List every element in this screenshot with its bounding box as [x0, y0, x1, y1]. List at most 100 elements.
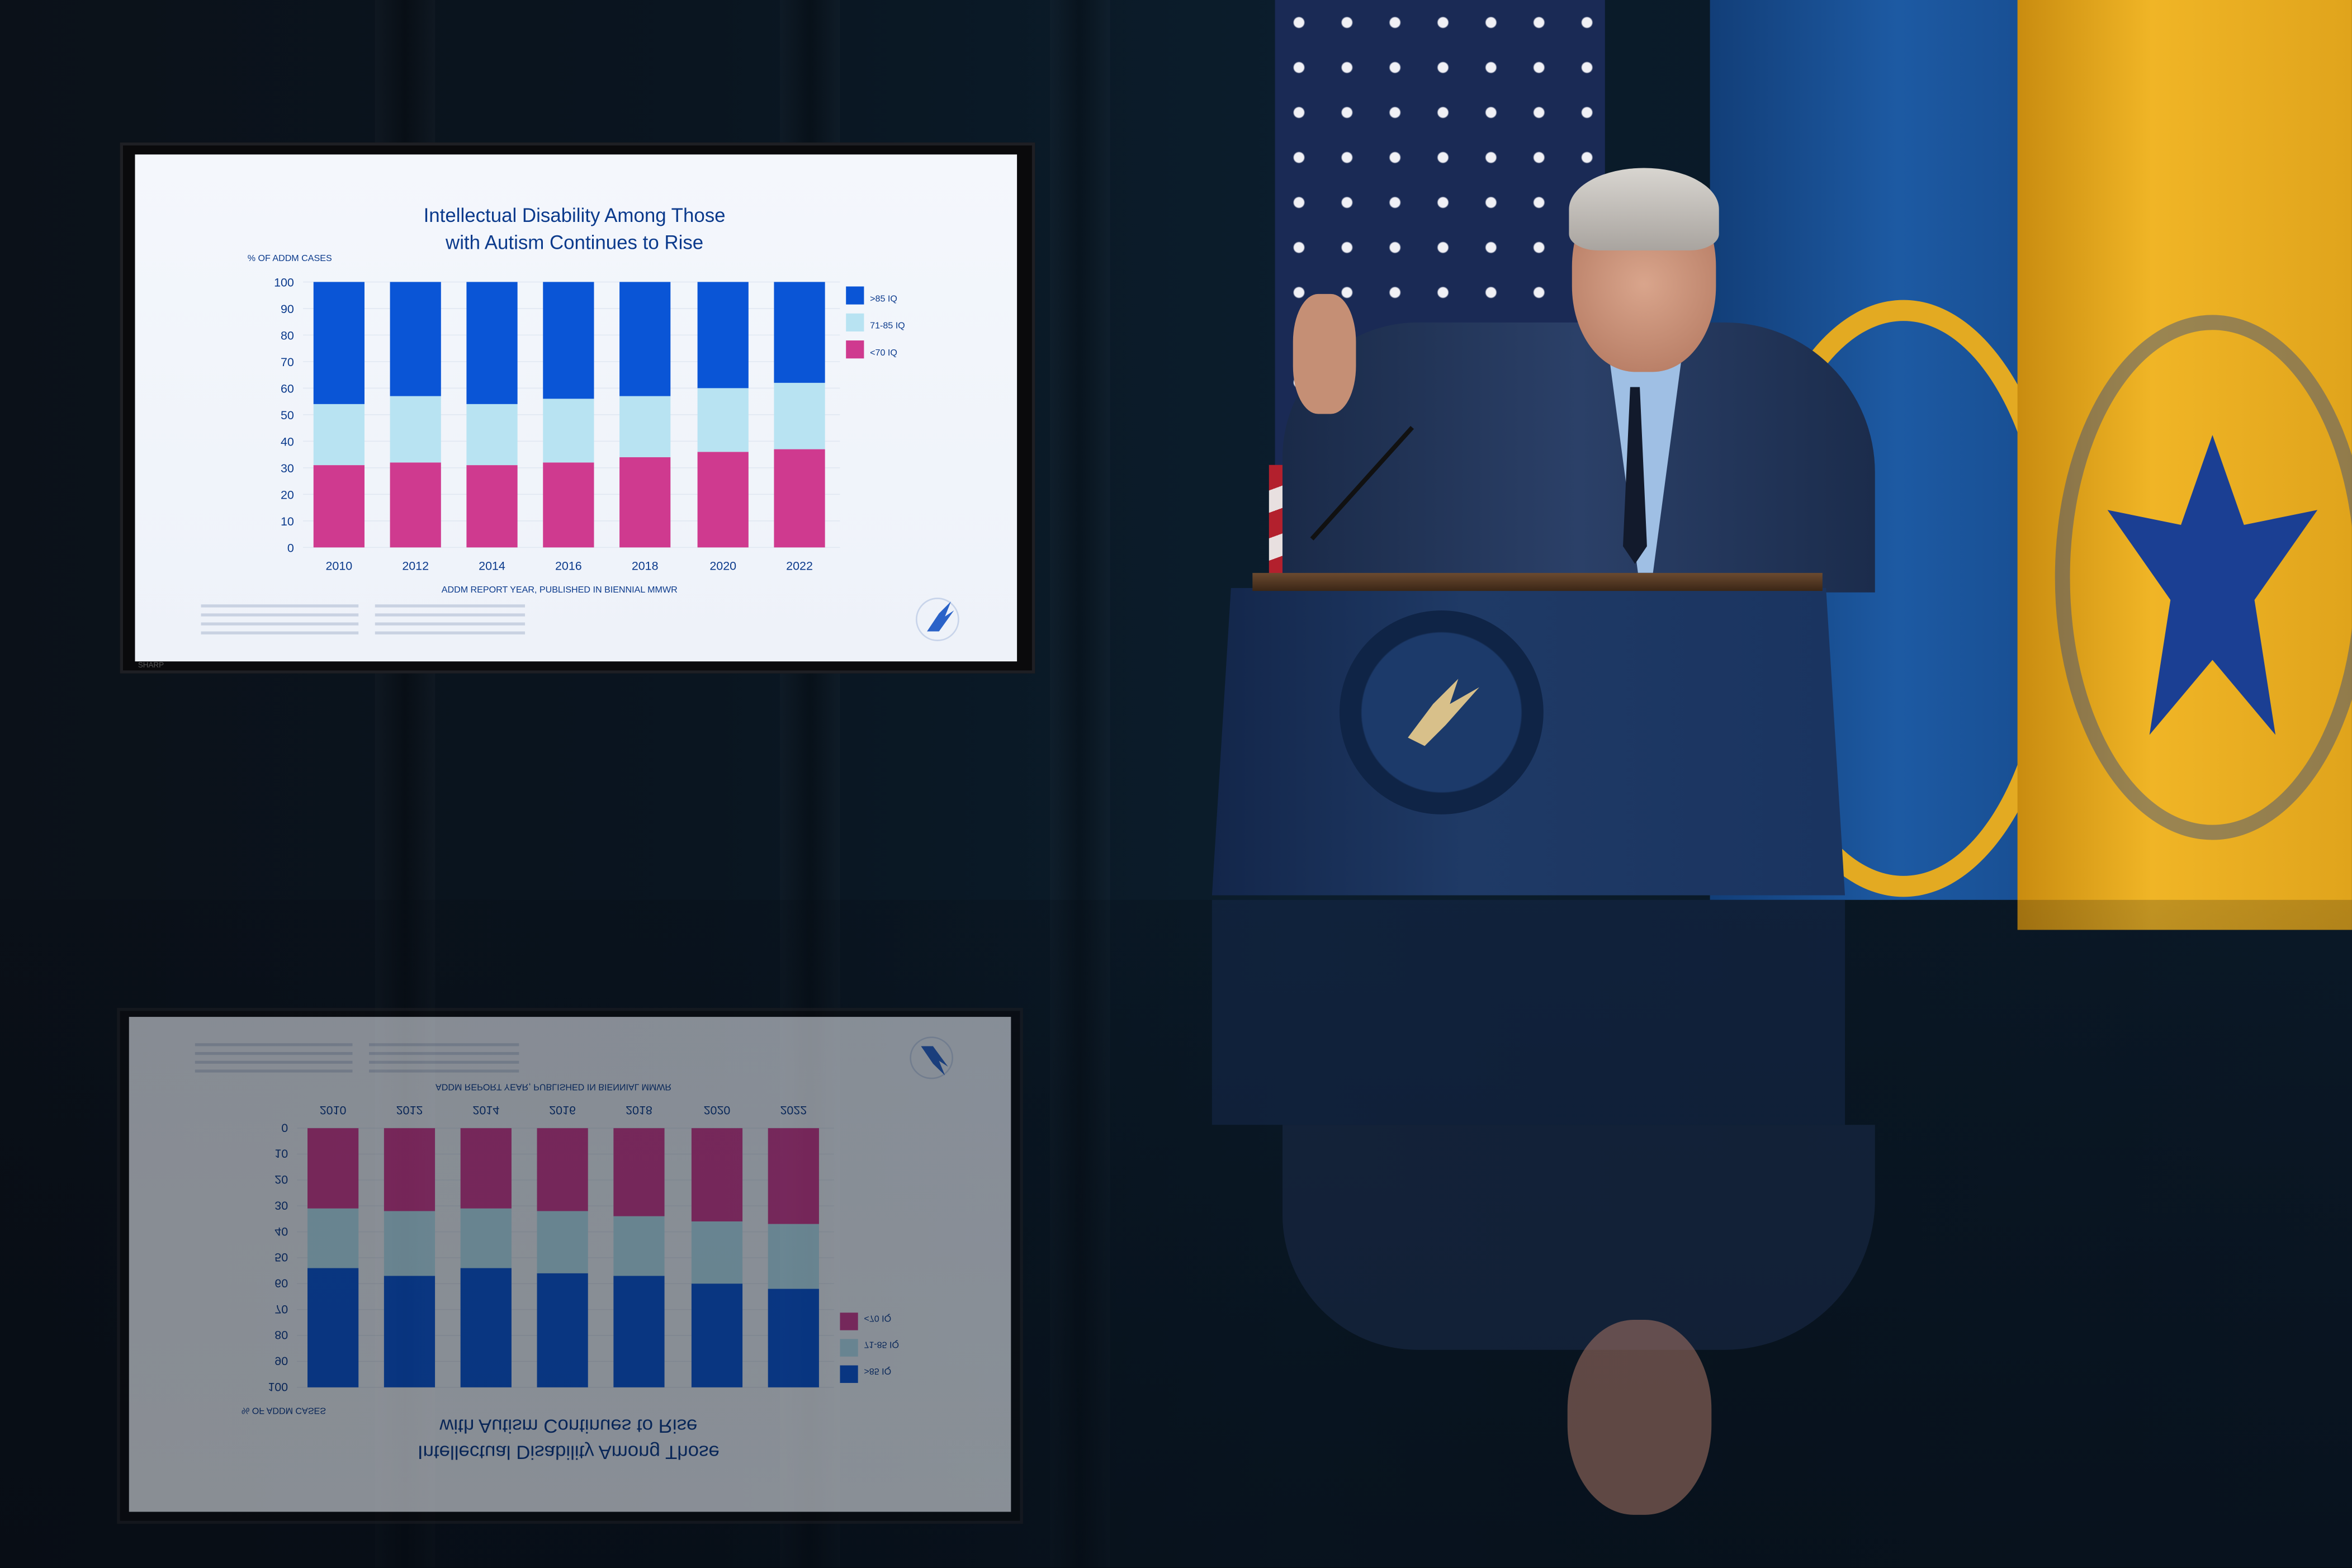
bar-segment	[537, 1128, 588, 1211]
tv-screen-reflection: Intellectual Disability Among Those with …	[129, 1017, 1011, 1512]
tv-monitor: Intellectual Disability Among Those with …	[120, 142, 1035, 674]
chart-title: Intellectual Disability Among Those	[424, 205, 726, 226]
legend-label: <70 IQ	[864, 1313, 891, 1323]
x-tick-label: 2016	[555, 560, 582, 573]
legend-label: >85 IQ	[864, 1366, 891, 1376]
x-tick-label: 2018	[632, 560, 659, 573]
bar-segment	[613, 1128, 665, 1216]
y-tick-label: 20	[275, 1173, 288, 1186]
footnote-line	[201, 631, 359, 634]
y-tick-label: 40	[281, 435, 294, 448]
y-tick-label: 80	[275, 1328, 288, 1341]
x-tick-label: 2020	[704, 1103, 731, 1116]
bar-segment	[691, 1128, 743, 1222]
y-tick-label: 30	[275, 1198, 288, 1211]
bar-segment	[460, 1268, 512, 1387]
y-tick-label: 100	[268, 1380, 288, 1393]
x-axis-label: ADDM REPORT YEAR, PUBLISHED IN BIENNIAL …	[442, 585, 678, 595]
bar-segment	[307, 1208, 359, 1268]
bar-segment	[390, 462, 441, 548]
bar-segment	[619, 457, 671, 548]
bar-segment	[768, 1128, 819, 1224]
bar-segment	[619, 396, 671, 457]
x-tick-label: 2022	[780, 1103, 807, 1116]
footnote-line	[201, 613, 359, 617]
bar-segment	[774, 449, 825, 548]
podium-top	[1252, 572, 1823, 591]
x-tick-label: 2010	[320, 1103, 347, 1116]
y-tick-label: 40	[275, 1225, 288, 1238]
footnote-line	[369, 1043, 519, 1046]
footnote-line	[375, 613, 526, 617]
footnote-line	[375, 631, 526, 634]
bar-segment	[774, 382, 825, 449]
bar-segment	[697, 452, 749, 548]
footnote-line	[375, 604, 526, 608]
x-tick-label: 2014	[472, 1103, 499, 1116]
legend-label: 71-85 IQ	[864, 1340, 899, 1349]
bar-segment	[390, 396, 441, 463]
eagle-profile-icon	[1408, 679, 1479, 746]
legend-swatch	[840, 1339, 858, 1357]
bar-segment	[691, 1221, 743, 1284]
legend-label: >85 IQ	[870, 293, 897, 304]
tv-monitor-reflection: Intellectual Disability Among Those with …	[117, 1007, 1023, 1524]
footnote-line	[195, 1069, 353, 1073]
legend-swatch	[846, 286, 864, 305]
bar-segment	[384, 1276, 436, 1387]
footnote-line	[195, 1060, 353, 1064]
speaker-suit	[1282, 322, 1875, 593]
y-axis-label: % OF ADDM CASES	[248, 253, 332, 263]
y-tick-label: 70	[281, 356, 294, 369]
hhs-logo-icon	[910, 1036, 954, 1079]
bar-segment	[466, 404, 518, 466]
legend-swatch	[846, 313, 864, 331]
tv-brand-label: SHARP	[138, 661, 164, 671]
x-tick-label: 2010	[325, 560, 352, 573]
bar-segment	[313, 465, 365, 548]
x-tick-label: 2012	[396, 1103, 423, 1116]
tv-screen: Intellectual Disability Among Those with …	[135, 154, 1018, 662]
footnote-line	[195, 1051, 353, 1055]
stacked-bar-chart-reflection: Intellectual Disability Among Those with …	[195, 1036, 954, 1463]
bar-segment	[774, 282, 825, 383]
bar-segment	[543, 282, 594, 399]
footnote-line	[369, 1069, 519, 1073]
bar-segment	[390, 282, 441, 396]
y-tick-label: 80	[281, 329, 294, 342]
bar-segment	[307, 1128, 359, 1209]
y-tick-label: 50	[275, 1250, 288, 1263]
footnote-line	[201, 604, 359, 608]
footnote-line	[375, 622, 526, 626]
speaker-reflection	[1282, 1125, 1875, 1350]
legend-swatch	[840, 1365, 858, 1383]
y-axis-label: % OF ADDM CASES	[242, 1406, 326, 1415]
y-tick-label: 70	[275, 1302, 288, 1315]
x-tick-label: 2020	[709, 560, 736, 573]
bar-segment	[537, 1211, 588, 1273]
y-tick-label: 30	[281, 462, 294, 475]
footnote-line	[201, 622, 359, 626]
chart-title: with Autism Continues to Rise	[445, 231, 703, 253]
bar-segment	[466, 465, 518, 548]
bar-segment	[313, 282, 365, 404]
y-tick-label: 60	[275, 1277, 288, 1290]
footnote-line	[369, 1051, 519, 1055]
y-tick-label: 90	[275, 1354, 288, 1367]
stacked-bar-chart: Intellectual Disability Among Those with …	[201, 205, 959, 641]
bar-segment	[384, 1128, 436, 1211]
footnote-line	[369, 1060, 519, 1064]
legend-swatch	[846, 340, 864, 359]
speaker-head-reflection	[1567, 1320, 1712, 1515]
x-tick-label: 2018	[626, 1103, 652, 1116]
hhs-logo-icon	[915, 598, 959, 641]
bar-segment	[697, 388, 749, 452]
speaker-hair	[1569, 168, 1719, 251]
bar-segment	[543, 399, 594, 463]
bar-segment	[537, 1273, 588, 1387]
chart-title: Intellectual Disability Among Those	[418, 1442, 720, 1463]
legend-label: 71-85 IQ	[870, 321, 905, 331]
bar-segment	[466, 282, 518, 404]
speaker-hand	[1293, 293, 1356, 414]
